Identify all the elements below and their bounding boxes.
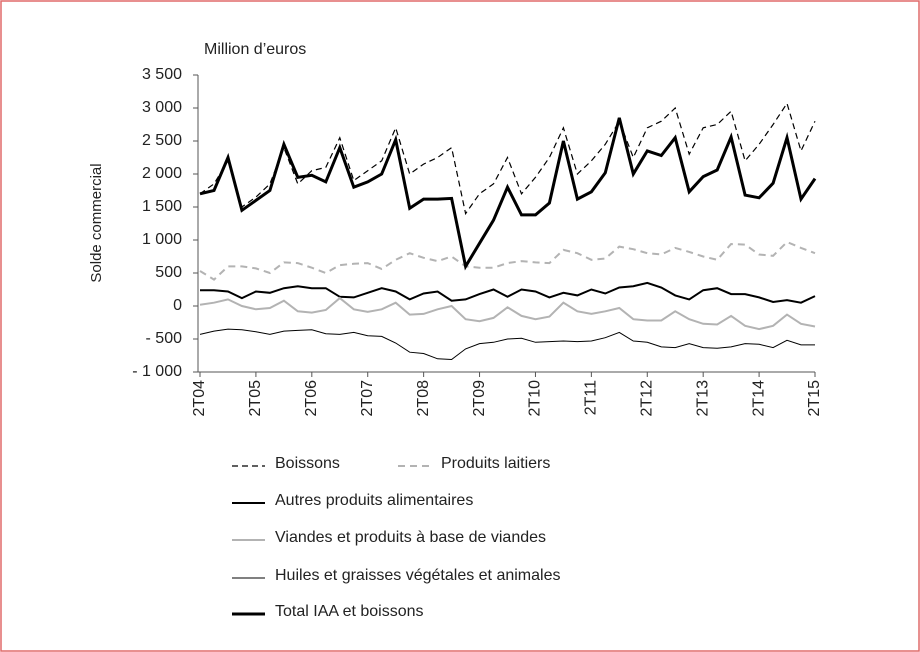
series-line [199, 240, 816, 281]
legend-label: Autres produits alimentaires [275, 492, 473, 509]
series-line [200, 281, 816, 304]
legend-label: Produits laitiers [441, 455, 550, 472]
x-tick-label: 2T14 [750, 380, 767, 417]
y-tick-label: 0 [173, 297, 182, 314]
chart-title: Million d’euros [204, 41, 306, 58]
x-tick-label: 2T15 [806, 380, 823, 417]
x-tick-label: 2T08 [415, 380, 432, 417]
y-tick-label: 1 500 [142, 198, 182, 215]
x-tick-label: 2T04 [191, 380, 208, 417]
series-line [199, 328, 815, 361]
y-tick-label: 2 000 [142, 165, 182, 182]
legend-label: Huiles et graisses végétales et animales [275, 567, 560, 584]
x-tick-label: 2T07 [359, 380, 376, 417]
y-tick-label: 3 000 [142, 99, 182, 116]
y-tick-label: 500 [155, 264, 182, 281]
y-tick-label: 3 500 [142, 66, 182, 83]
x-tick-label: 2T09 [471, 380, 488, 417]
series-line [199, 117, 817, 271]
legend-label: Total IAA et boissons [275, 603, 424, 620]
x-tick-label: 2T06 [303, 380, 320, 417]
legend-label: Boissons [275, 455, 340, 472]
x-tick-label: 2T05 [247, 380, 264, 417]
legend-label: Viandes et produits à base de viandes [275, 529, 546, 546]
x-tick-label: 2T13 [694, 380, 711, 417]
y-axis-label: Solde commercial [88, 163, 105, 282]
y-tick-label: - 500 [146, 330, 183, 347]
y-tick-label: 1 000 [142, 231, 182, 248]
series-line [199, 101, 816, 216]
x-tick-label: 2T10 [527, 380, 544, 417]
y-tick-label: - 1 000 [132, 363, 182, 380]
series-line [199, 296, 816, 331]
x-tick-label: 2T12 [638, 380, 655, 417]
y-tick-label: 2 500 [142, 132, 182, 149]
x-tick-label: 2T11 [583, 380, 600, 415]
